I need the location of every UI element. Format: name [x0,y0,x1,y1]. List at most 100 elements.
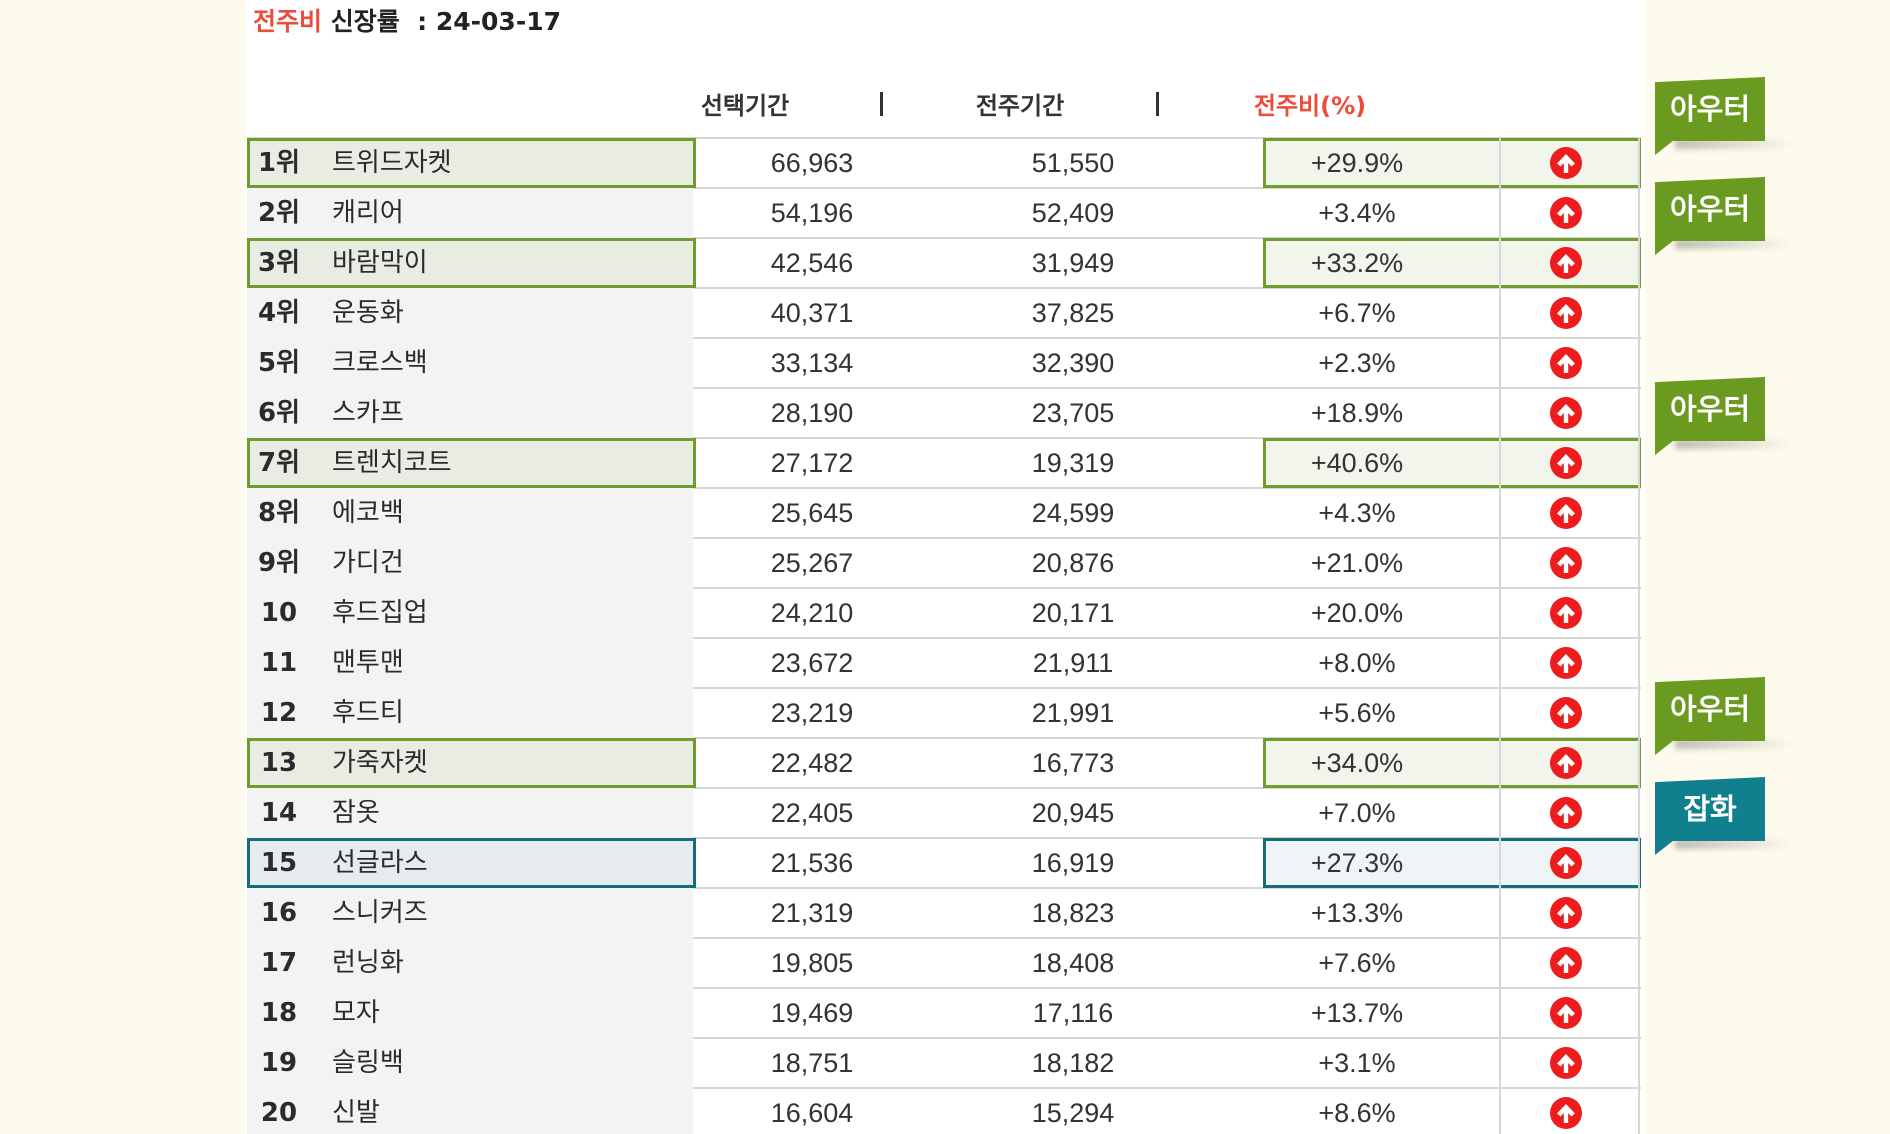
previous-period-value: 20,171 [1031,598,1115,628]
row-label-background [247,838,693,888]
previous-period-value: 32,390 [1031,348,1115,378]
row-label-background [247,338,693,388]
callout-label: 아우터 [1655,177,1765,241]
table-row[interactable]: 16위 스니커즈 21,319 18,823 +13.3% [247,888,1641,978]
table-row[interactable]: 14위 잠옷 22,405 20,945 +7.0% [247,788,1641,878]
column-divider [1499,638,1501,688]
table-row[interactable]: 17위 런닝화 19,805 18,408 +7.6% [247,938,1641,1028]
row-label-background [247,238,693,288]
column-divider [1638,188,1640,238]
category-callout: 아우터 [1655,677,1795,755]
column-divider [1499,438,1501,488]
column-divider [1638,288,1640,338]
table-row[interactable]: 12위 후드티 23,219 21,991 +5.6% [247,688,1641,778]
row-divider [247,387,1641,389]
column-divider [1638,688,1640,738]
selected-period-value: 22,405 [770,798,854,828]
column-divider [1499,688,1501,738]
selected-period-value: 28,190 [770,398,854,428]
column-divider [1499,588,1501,638]
column-divider [1638,938,1640,988]
row-label-background [247,288,693,338]
column-divider [1638,388,1640,438]
rank-label: 20위 [260,1098,298,1128]
rank-label: 11위 [260,648,298,728]
row-divider [247,237,1641,239]
keyword-name: 바람막이 [332,248,428,278]
row-divider [247,137,1641,139]
arrow-up-circle-icon [1549,896,1583,930]
keyword-name: 후드집업 [332,598,428,628]
keyword-name: 선글라스 [332,848,428,878]
previous-period-value: 20,876 [1031,548,1115,578]
row-divider [247,987,1641,989]
wow-change-value: +20.0% [1310,598,1404,628]
column-divider [1499,738,1501,788]
rank-label: 10위 [260,598,298,678]
previous-period-value: 23,705 [1031,398,1115,428]
category-callout: 잡화 [1655,777,1795,855]
category-callout: 아우터 [1655,377,1795,455]
table-row[interactable]: 1위 트위드자켓 66,963 51,550 +29.9% [247,138,1641,188]
row-divider [247,887,1641,889]
arrow-up-circle-icon [1549,696,1583,730]
table-row[interactable]: 6위 스카프 28,190 23,705 +18.9% [247,388,1641,438]
column-divider [1638,588,1640,638]
row-divider [247,487,1641,489]
wow-change-value: +6.7% [1318,298,1396,328]
previous-period-value: 21,991 [1031,698,1115,728]
wow-change-value: +34.0% [1310,748,1404,778]
table-row[interactable]: 8위 에코백 25,645 24,599 +4.3% [247,488,1641,538]
column-divider [1499,838,1501,888]
selected-period-value: 16,604 [770,1098,854,1128]
row-label-background [247,1038,693,1088]
table-row[interactable]: 11위 맨투맨 23,672 21,911 +8.0% [247,638,1641,728]
table-row[interactable]: 3위 바람막이 42,546 31,949 +33.2% [247,238,1641,288]
table-row[interactable]: 20위 신발 16,604 15,294 +8.6% [247,1088,1641,1134]
table-row[interactable]: 13위 가죽자켓 22,482 16,773 +34.0% [247,738,1641,828]
table-row[interactable]: 2위 캐리어 54,196 52,409 +3.4% [247,188,1641,238]
table-row[interactable]: 19위 슬링백 18,751 18,182 +3.1% [247,1038,1641,1128]
column-divider [1499,238,1501,288]
row-label-background [247,188,693,238]
keyword-name: 트렌치코트 [332,448,452,478]
page-title: 전주비 신장률 : 24-03-17 [253,2,561,38]
column-header-previous: 전주기간 [975,92,1065,120]
title-date: : 24-03-17 [417,7,561,36]
table-row[interactable]: 4위 운동화 40,371 37,825 +6.7% [247,288,1641,338]
arrow-up-circle-icon [1549,1096,1583,1130]
wow-change-value: +7.0% [1318,798,1396,828]
table-row[interactable]: 7위 트렌치코트 27,172 19,319 +40.6% [247,438,1641,488]
column-divider [1638,338,1640,388]
wow-change-value: +13.7% [1310,998,1404,1028]
column-divider [1499,338,1501,388]
table-row[interactable]: 18위 모자 19,469 17,116 +13.7% [247,988,1641,1078]
keyword-name: 후드티 [332,698,404,728]
row-label-background [247,588,693,638]
row-divider [247,437,1641,439]
category-callout: 아우터 [1655,77,1795,155]
row-label-background [247,488,693,538]
wow-change-value: +8.0% [1318,648,1396,678]
table-row[interactable]: 9위 가디건 25,267 20,876 +21.0% [247,538,1641,588]
table-row[interactable]: 10위 후드집업 24,210 20,171 +20.0% [247,588,1641,678]
keyword-name: 가죽자켓 [332,748,428,778]
row-divider [247,637,1641,639]
callout-label: 아우터 [1655,77,1765,141]
selected-period-value: 18,751 [770,1048,854,1078]
arrow-up-circle-icon [1549,546,1583,580]
table-row[interactable]: 15위 선글라스 21,536 16,919 +27.3% [247,838,1641,928]
column-divider [1499,288,1501,338]
row-divider [247,837,1641,839]
arrow-up-circle-icon [1549,946,1583,980]
row-label-background [247,438,693,488]
selected-period-value: 19,805 [770,948,854,978]
callout-label: 잡화 [1655,777,1765,841]
selected-period-value: 23,219 [770,698,854,728]
selected-period-value: 25,645 [770,498,854,528]
arrow-up-circle-icon [1549,596,1583,630]
rank-label: 7위 [257,448,300,478]
previous-period-value: 15,294 [1031,1098,1115,1128]
arrow-up-circle-icon [1549,446,1583,480]
table-row[interactable]: 5위 크로스백 33,134 32,390 +2.3% [247,338,1641,388]
